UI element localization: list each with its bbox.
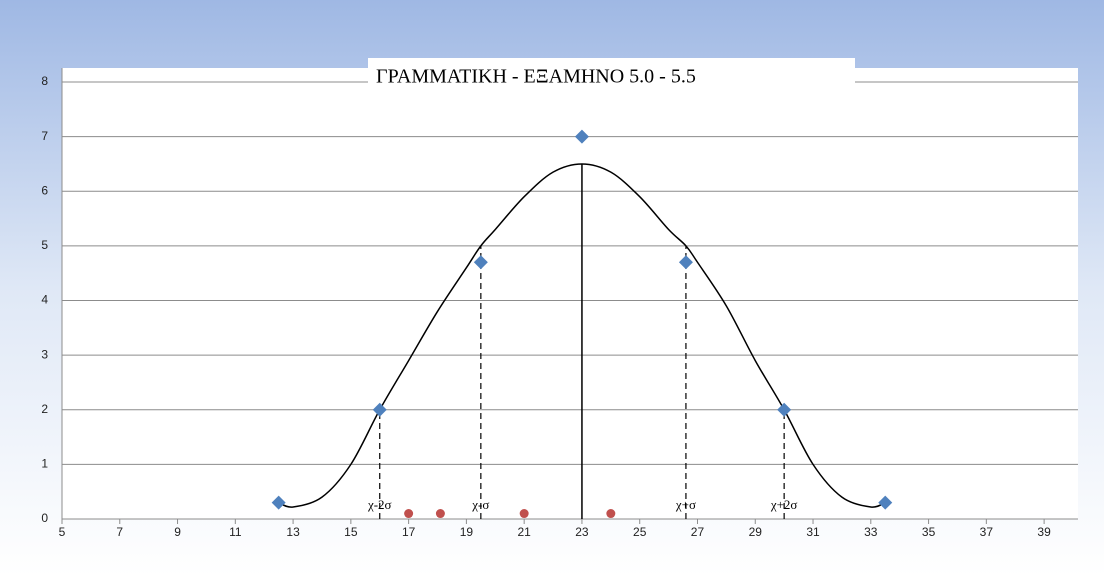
- point: [271, 495, 286, 510]
- x-tick-label: 29: [749, 525, 763, 539]
- sigma-label: χ+σ: [675, 497, 696, 512]
- x-tick-label: 37: [980, 525, 994, 539]
- y-tick-label: 5: [41, 238, 48, 252]
- plot-area: [62, 68, 1078, 519]
- y-tick-label: 1: [41, 457, 48, 471]
- x-tick-label: 19: [460, 525, 474, 539]
- x-tick-label: 5: [59, 525, 66, 539]
- x-tick-label: 39: [1037, 525, 1051, 539]
- point: [519, 509, 529, 519]
- sigma-label: χ+2σ: [770, 497, 798, 512]
- y-tick-label: 2: [41, 402, 48, 416]
- x-tick-label: 31: [806, 525, 820, 539]
- chart-title: ΓΡΑΜΜΑΤΙΚΗ - ΕΞΑΜΗΝΟ 5.0 - 5.5: [376, 66, 696, 88]
- x-tick-label: 35: [922, 525, 936, 539]
- point: [574, 129, 589, 144]
- point: [404, 509, 414, 519]
- x-tick-label: 9: [174, 525, 181, 539]
- point: [678, 255, 693, 270]
- y-tick-label: 3: [41, 347, 48, 361]
- y-tick-label: 6: [41, 183, 48, 197]
- x-tick-label: 11: [229, 525, 242, 539]
- x-tick-label: 33: [864, 525, 878, 539]
- point: [372, 402, 387, 417]
- x-tick-label: 15: [344, 525, 358, 539]
- x-tick-label: 25: [633, 525, 647, 539]
- x-tick-label: 23: [575, 525, 589, 539]
- sigma-label: χ-σ: [471, 497, 489, 512]
- sigma-label: χ-2σ: [367, 497, 392, 512]
- x-tick-label: 13: [286, 525, 300, 539]
- point: [473, 255, 488, 270]
- y-tick-label: 0: [41, 511, 48, 525]
- point: [435, 509, 445, 519]
- point: [878, 495, 893, 510]
- y-tick-label: 7: [41, 129, 48, 143]
- y-tick-label: 8: [41, 74, 48, 88]
- point: [777, 402, 792, 417]
- x-tick-label: 27: [691, 525, 705, 539]
- y-tick-label: 4: [41, 293, 48, 307]
- title-box: [368, 58, 855, 98]
- x-tick-label: 17: [402, 525, 416, 539]
- x-tick-label: 21: [517, 525, 531, 539]
- x-tick-label: 7: [116, 525, 123, 539]
- point: [606, 509, 616, 519]
